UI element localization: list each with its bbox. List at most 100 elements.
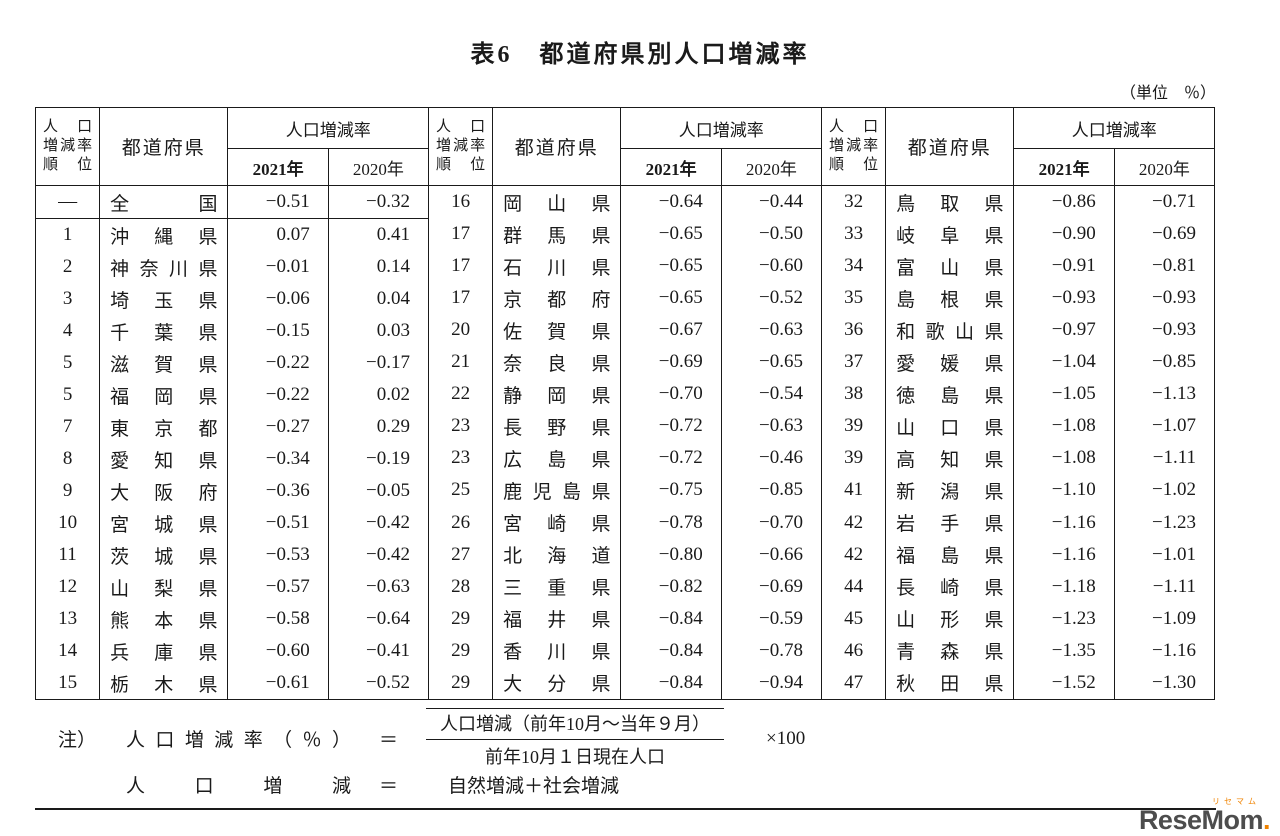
rank-cell: 3 <box>34 283 101 315</box>
table-header: 人口 増減率 順位 都道府県 人口増減率 2021年 2020年 <box>34 107 430 186</box>
prefecture-cell: 新潟県 <box>885 474 1015 507</box>
value-2021-cell: −1.16 <box>1013 506 1115 539</box>
value-2020-cell: −0.60 <box>720 250 823 283</box>
prefecture-cell: 宮城県 <box>99 507 229 539</box>
prefecture-cell: 宮崎県 <box>492 506 622 539</box>
value-2021-cell: −0.86 <box>1013 185 1115 219</box>
prefecture-cell: 岐阜県 <box>885 218 1015 251</box>
value-2021-cell: −1.08 <box>1013 442 1115 475</box>
value-2021-cell: −0.67 <box>620 314 722 347</box>
prefecture-cell: 愛知県 <box>99 443 229 475</box>
prefecture-cell: 茨城県 <box>99 539 229 571</box>
prefecture-cell: 愛媛県 <box>885 346 1015 379</box>
prefecture-cell: 東京都 <box>99 411 229 443</box>
rank-cell: 4 <box>34 315 101 347</box>
value-2021-cell: −0.53 <box>227 539 329 571</box>
value-2020-cell: −1.16 <box>1113 634 1216 667</box>
value-2020-cell: 0.03 <box>327 315 430 347</box>
value-2020-cell: −0.81 <box>1113 250 1216 283</box>
value-2020-cell: −0.85 <box>1113 346 1216 379</box>
value-2021-cell: −0.22 <box>227 347 329 379</box>
value-2021-cell: −1.52 <box>1013 666 1115 700</box>
prefecture-cell: 岩手県 <box>885 506 1015 539</box>
rank-cell: 29 <box>427 602 494 635</box>
value-2020-cell: −0.05 <box>327 475 430 507</box>
footnotes: 注） 人口増減率（％） ＝ 人口増減（前年10月～当年９月） 前年10月１日現在… <box>58 708 1280 798</box>
rank-cell: 33 <box>820 218 887 251</box>
prefecture-cell: 長野県 <box>492 410 622 443</box>
prefecture-column-header: 都道府県 <box>99 107 229 186</box>
value-2020-cell: −0.69 <box>1113 218 1216 251</box>
table-row: 17 群馬県 −0.65 −0.50 <box>427 218 823 251</box>
prefecture-cell: 鹿児島県 <box>492 474 622 507</box>
table-group-right: 人口 増減率 順位 都道府県 人口増減率 2021年 2020年 32 鳥取県 −0… <box>820 107 1216 700</box>
value-2021-cell: −0.61 <box>227 667 329 700</box>
value-2021-cell: −0.90 <box>1013 218 1115 251</box>
prefecture-cell: 神奈川県 <box>99 251 229 283</box>
table-row: 2 神奈川県 −0.01 0.14 <box>34 251 430 283</box>
prefecture-cell: 大阪府 <box>99 475 229 507</box>
value-2020-cell: −0.94 <box>720 666 823 700</box>
formula-change-row: 人口増減 ＝ 自然増減＋社会増減 <box>58 771 1280 798</box>
table-row: 26 宮崎県 −0.78 −0.70 <box>427 506 823 539</box>
table-row: 23 広島県 −0.72 −0.46 <box>427 442 823 475</box>
table-row: 12 山梨県 −0.57 −0.63 <box>34 571 430 603</box>
value-2021-cell: −1.10 <box>1013 474 1115 507</box>
table-row: 46 青森県 −1.35 −1.16 <box>820 634 1216 667</box>
rank-cell: 13 <box>34 603 101 635</box>
value-2021-cell: −0.72 <box>620 410 722 443</box>
table-row: 13 熊本県 −0.58 −0.64 <box>34 603 430 635</box>
prefecture-cell: 徳島県 <box>885 378 1015 411</box>
rank-column-header: 人口 増減率 順位 <box>34 107 101 186</box>
year-2020-header: 2020年 <box>720 148 823 186</box>
table-row: 1 沖縄県 0.07 0.41 <box>34 218 430 251</box>
table-row: 32 鳥取県 −0.86 −0.71 <box>820 185 1216 219</box>
value-2020-cell: −0.44 <box>720 185 823 219</box>
rank-cell: 11 <box>34 539 101 571</box>
prefecture-cell: 北海道 <box>492 538 622 571</box>
rank-cell: 46 <box>820 634 887 667</box>
table-row: 27 北海道 −0.80 −0.66 <box>427 538 823 571</box>
table-row: 25 鹿児島県 −0.75 −0.85 <box>427 474 823 507</box>
value-2021-cell: −1.08 <box>1013 410 1115 443</box>
prefecture-cell: 高知県 <box>885 442 1015 475</box>
rank-cell: 23 <box>427 410 494 443</box>
value-2020-cell: −0.69 <box>720 570 823 603</box>
rank-cell: 16 <box>427 185 494 219</box>
rank-cell: 12 <box>34 571 101 603</box>
resemom-katakana: リセマム <box>1212 797 1260 806</box>
prefecture-cell: 福井県 <box>492 602 622 635</box>
prefecture-cell: 山口県 <box>885 410 1015 443</box>
rank-cell: 2 <box>34 251 101 283</box>
resemom-logo: リセマム ReseMom. <box>1139 797 1271 834</box>
table-header: 人口 増減率 順位 都道府県 人口増減率 2021年 2020年 <box>820 107 1216 186</box>
rank-cell: 14 <box>34 635 101 667</box>
value-2020-cell: −0.52 <box>327 667 430 700</box>
value-2020-cell: −0.78 <box>720 634 823 667</box>
rank-cell: 44 <box>820 570 887 603</box>
rank-cell: 42 <box>820 538 887 571</box>
table-row: — 全国 −0.51 −0.32 <box>34 185 430 219</box>
prefecture-cell: 兵庫県 <box>99 635 229 667</box>
prefecture-cell: 広島県 <box>492 442 622 475</box>
prefecture-cell: 大分県 <box>492 666 622 700</box>
value-2021-cell: −1.35 <box>1013 634 1115 667</box>
value-2020-cell: −0.66 <box>720 538 823 571</box>
value-2020-cell: −0.71 <box>1113 185 1216 219</box>
table-row: 16 岡山県 −0.64 −0.44 <box>427 185 823 219</box>
table-row: 10 宮城県 −0.51 −0.42 <box>34 507 430 539</box>
value-2020-cell: −0.19 <box>327 443 430 475</box>
prefecture-cell: 福島県 <box>885 538 1015 571</box>
prefecture-cell: 全国 <box>99 185 229 219</box>
rank-cell: 28 <box>427 570 494 603</box>
rank-cell: 35 <box>820 282 887 315</box>
rank-cell: 32 <box>820 185 887 219</box>
prefecture-cell: 三重県 <box>492 570 622 603</box>
value-2020-cell: −0.85 <box>720 474 823 507</box>
value-2021-cell: −0.75 <box>620 474 722 507</box>
table-row: 41 新潟県 −1.10 −1.02 <box>820 474 1216 507</box>
value-2021-cell: −0.93 <box>1013 282 1115 315</box>
note-label: 注） <box>58 730 97 751</box>
prefecture-column-header: 都道府県 <box>492 107 622 186</box>
table-row: 20 佐賀県 −0.67 −0.63 <box>427 314 823 347</box>
